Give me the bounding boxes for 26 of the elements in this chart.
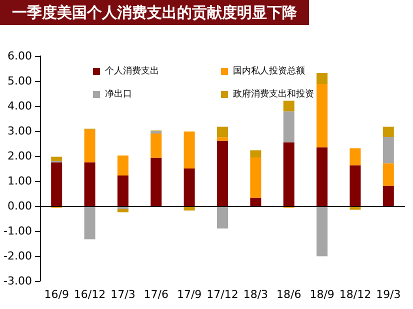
y-tick-label: 6.00 xyxy=(8,50,32,62)
y-tick-label: 4.00 xyxy=(8,100,32,112)
x-tick-label: 16/9 xyxy=(44,288,69,301)
y-tick-label: -1.00 xyxy=(4,224,32,238)
x-tick-label: 17/9 xyxy=(176,288,202,301)
y-tick-label: 3.00 xyxy=(8,124,32,138)
x-tick-label: 16/12 xyxy=(74,288,106,301)
legend-label: 个人消费支出 xyxy=(105,66,159,76)
x-tick-label: 18/3 xyxy=(243,288,268,301)
x-tick-label: 17/3 xyxy=(110,288,136,301)
x-tick-label: 19/3 xyxy=(376,288,401,301)
legend-label: 净出口 xyxy=(105,88,132,100)
legend-label: 政府消费支出和投资 xyxy=(233,88,314,100)
x-tick-label: 17/6 xyxy=(144,288,168,301)
y-tick-label: 1.00 xyxy=(8,174,32,188)
y-tick-label: -2.00 xyxy=(4,250,32,262)
y-tick-label: 0.00 xyxy=(8,200,32,212)
x-tick-label: 18/9 xyxy=(310,288,334,301)
x-tick-label: 18/6 xyxy=(276,288,302,301)
x-tick-label: 18/12 xyxy=(339,288,372,301)
legend-label: 国内私人投资总额 xyxy=(233,66,305,76)
y-tick-label: 2.00 xyxy=(8,150,32,162)
y-tick-label: -3.00 xyxy=(4,274,32,288)
y-tick-label: 5.00 xyxy=(8,74,32,88)
chart-title: 一季度美国个人消费支出的贡献度明显下降 xyxy=(12,4,298,22)
x-tick-label: 17/12 xyxy=(206,288,238,301)
